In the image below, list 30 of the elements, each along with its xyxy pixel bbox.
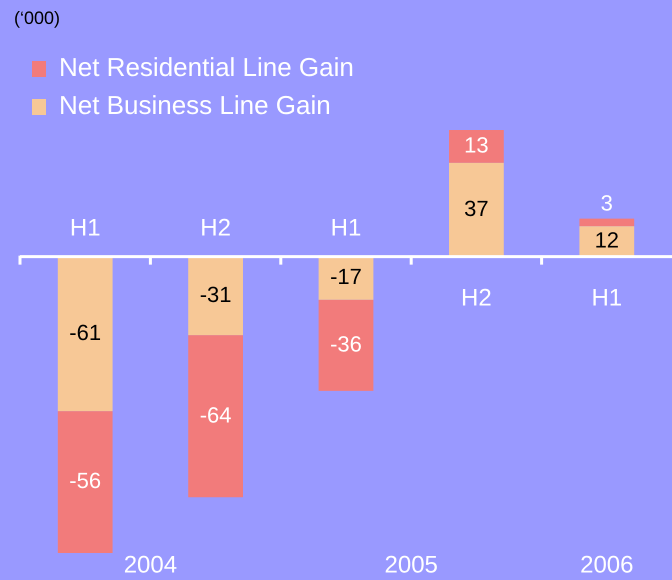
data-label: -64: [200, 402, 232, 428]
bar: [318, 300, 374, 391]
data-label: 12: [594, 228, 620, 253]
x-tick-label: H2: [461, 284, 492, 312]
x-tick-label: H1: [591, 284, 622, 312]
data-label: 13: [464, 132, 489, 158]
data-label: 37: [464, 196, 489, 221]
x-tick-label: H1: [70, 214, 101, 242]
bar: [449, 130, 504, 163]
data-label: 3: [600, 190, 613, 216]
annotation: 2006: [580, 552, 634, 579]
bar: [188, 256, 243, 336]
x-tick-label: H2: [200, 214, 231, 242]
data-label: -31: [200, 282, 232, 307]
bar: [188, 335, 243, 498]
annotation: 2004: [124, 552, 178, 579]
data-label: -56: [69, 468, 102, 494]
bar: [318, 256, 374, 300]
data-label: -36: [330, 331, 362, 356]
bar: [579, 218, 634, 226]
x-tick-label: H1: [330, 214, 362, 242]
annotation: 2005: [384, 552, 438, 579]
bar: [58, 411, 113, 553]
bar: [449, 162, 504, 257]
legend-label: Net Business Line Gain: [59, 90, 331, 120]
text: (‘000): [14, 8, 60, 28]
data-label: -17: [330, 264, 362, 290]
data-label: -61: [69, 320, 102, 345]
legend-label: Net Residential Line Gain: [59, 52, 354, 82]
bar: [58, 256, 113, 412]
